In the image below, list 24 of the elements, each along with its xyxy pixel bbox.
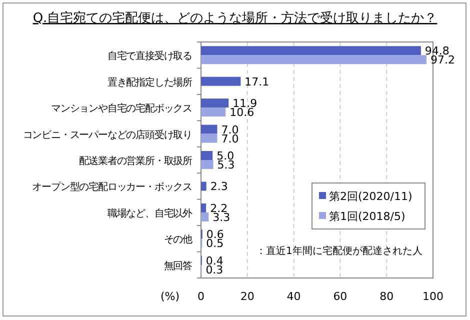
category: その他 [164,234,192,246]
xtick: 100 [422,290,444,303]
category: マンションや自宅の宅配ボックス [50,104,192,115]
xtick: 60 [333,290,348,303]
category: 職場など、自宅以外 [107,208,192,220]
category: 自宅で直接受け取る [107,51,192,62]
value-label: 17.1 [244,75,270,88]
legend: 第1回(2018/5) [329,210,406,223]
xtick: 40 [286,290,301,303]
value-label: 2.3 [210,180,228,194]
value-label: 3.3 [212,210,230,224]
category: コンビニ・スーパーなどの店頭受け取り [22,130,192,141]
xtick: 80 [380,290,394,303]
annotation: ：直近1年間に宅配便が配達された人 [256,246,422,257]
xlabel: (%) [160,290,180,303]
category: 無回答 [164,260,192,272]
category: 置き配指定した場所 [107,77,192,88]
category: オープン型の宅配ロッカー・ボックス [32,182,192,194]
category: 配送業者の営業所・取扱所 [79,156,192,167]
xtick: 0 [198,290,204,303]
legend: 第2回(2020/11) [329,190,412,203]
value-label: 5.3 [217,158,235,172]
title: Q.自宅宛ての宅配便は、どのような場所・方法で受け取りましたか？ [32,11,438,26]
xtick: 20 [240,290,254,303]
